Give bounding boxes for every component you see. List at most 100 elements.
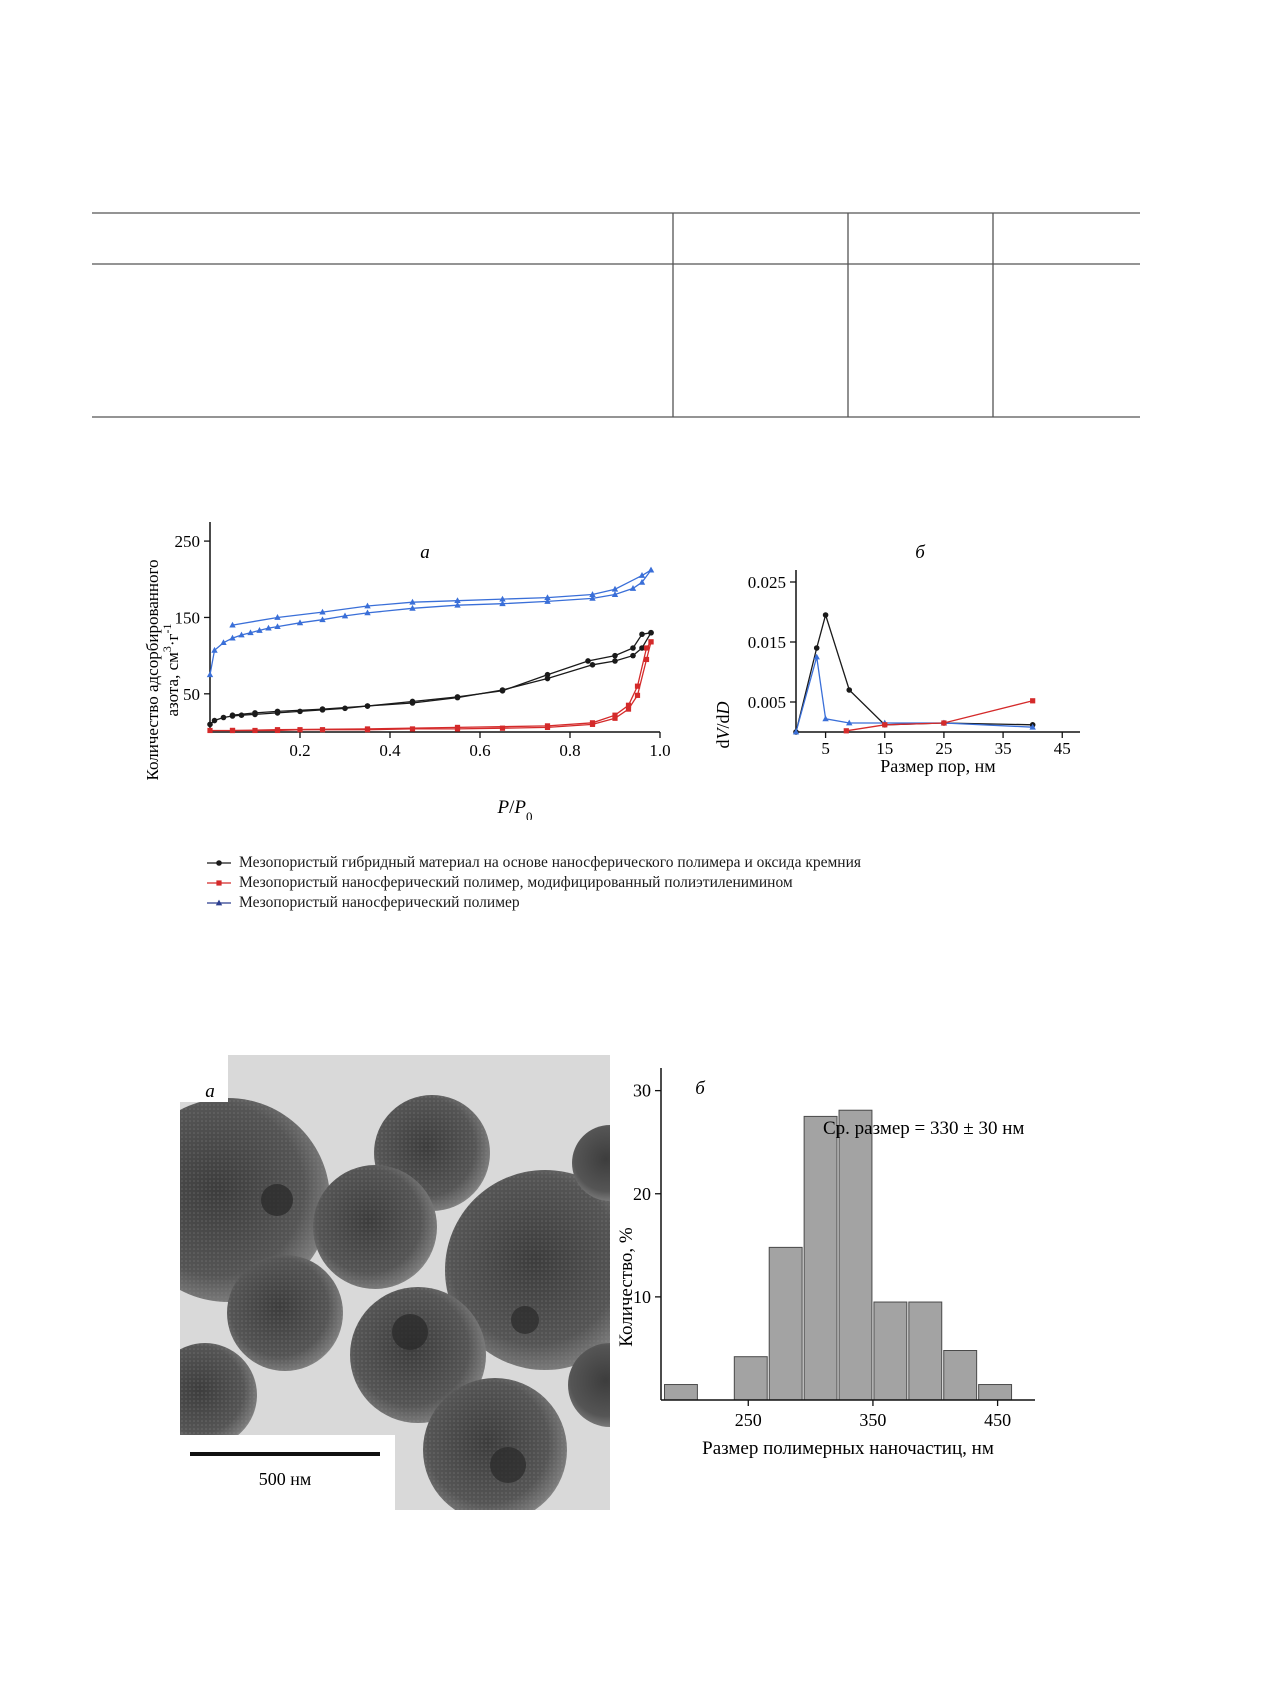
data-point	[274, 614, 281, 620]
data-point	[813, 645, 820, 651]
histogram-bar	[873, 1301, 908, 1401]
data-point	[630, 652, 636, 659]
data-point	[630, 645, 636, 651]
data-point	[409, 598, 416, 605]
histogram-bar	[978, 1384, 1013, 1401]
data-point	[846, 719, 853, 726]
panel-label-b: б	[915, 542, 926, 563]
legend-swatch	[207, 899, 231, 906]
x-tick-label: 35	[995, 739, 1012, 758]
data-point	[612, 712, 618, 718]
data-point	[297, 708, 303, 715]
data-point	[499, 595, 506, 602]
y-tick-label: 30	[633, 1081, 651, 1101]
data-point	[319, 608, 326, 615]
scale-bar-label: 500 нм	[259, 1469, 312, 1489]
nanosphere	[423, 1378, 567, 1510]
data-point	[229, 621, 236, 628]
data-point	[629, 585, 637, 591]
data-point	[544, 671, 551, 678]
data-point	[319, 706, 326, 712]
legend-marker	[216, 880, 222, 886]
y-axis-title-a-2: азота, см3·г-1	[160, 623, 182, 716]
nanosphere	[313, 1165, 437, 1289]
data-point	[499, 687, 506, 694]
data-point	[499, 725, 506, 731]
series-line	[232, 569, 652, 626]
series-line	[210, 641, 652, 732]
legend-label: Мезопористый гибридный материал на основ…	[239, 854, 862, 871]
data-point	[454, 597, 461, 604]
histogram-bar	[908, 1301, 943, 1401]
figure1-legend: Мезопористый гибридный материал на основ…	[205, 853, 861, 913]
x-axis-title-b: Размер пор, нм	[880, 756, 995, 776]
tem-label-background	[180, 1055, 227, 1101]
data-point	[648, 639, 654, 645]
data-point	[229, 712, 236, 718]
data-point	[499, 600, 506, 607]
panel-label-a: а	[420, 542, 430, 563]
data-point	[634, 683, 641, 689]
legend-label: Мезопористый наносферический полимер	[239, 894, 520, 911]
nanosphere	[572, 1125, 610, 1201]
data-point	[612, 658, 618, 664]
data-point	[589, 591, 596, 597]
data-point	[229, 727, 236, 734]
pore-distribution-chart: б dV/dD 5 15 25 35 45 0.005 0.015 0.025 Размер п…	[713, 542, 1080, 776]
y-tick-label: 250	[175, 532, 201, 551]
data-point	[589, 662, 596, 668]
y-axis-title-hist: Количество, %	[616, 1227, 637, 1347]
data-point	[364, 609, 371, 616]
data-point	[822, 715, 829, 722]
data-point	[265, 624, 272, 631]
data-point	[544, 723, 551, 729]
data-point	[639, 631, 645, 638]
data-point	[611, 585, 619, 592]
data-point	[247, 629, 254, 636]
data-point	[941, 720, 947, 726]
nanosphere	[180, 1343, 257, 1447]
data-point	[612, 652, 618, 659]
data-point	[274, 623, 281, 630]
legend-marker	[216, 860, 222, 866]
data-point	[364, 726, 371, 732]
data-point	[611, 591, 619, 597]
legend-item: Мезопористый наносферический полимер	[205, 893, 861, 913]
nanosphere	[445, 1170, 610, 1370]
legend-item: Мезопористый наносферический полимер, мо…	[205, 873, 861, 893]
data-point	[252, 710, 258, 716]
y-axis-title-a: Количество адсорбированного	[143, 559, 162, 780]
nanosphere	[568, 1343, 610, 1427]
histogram-bar	[733, 1356, 768, 1401]
data-point	[634, 692, 641, 698]
x-tick-label: 0.4	[379, 741, 401, 760]
tem-scalebar-background	[180, 1436, 394, 1510]
data-point	[454, 694, 461, 700]
data-point	[589, 720, 596, 726]
data-point	[364, 602, 371, 609]
data-point	[207, 721, 213, 728]
data-point	[296, 619, 304, 626]
y-tick-label: 0.005	[748, 693, 786, 712]
x-axis-title-a: P/P0	[497, 797, 533, 820]
x-tick-label: 25	[935, 739, 952, 758]
y-tick-label: 10	[633, 1287, 651, 1307]
isotherm-chart: а Количество адсорбированного азота, см3…	[143, 522, 671, 820]
x-tick-label: 5	[821, 739, 830, 758]
series-line	[795, 612, 1033, 733]
data-point	[1030, 698, 1036, 704]
data-point	[792, 728, 800, 735]
data-point	[625, 702, 632, 708]
data-point	[822, 612, 829, 618]
data-point	[882, 722, 888, 728]
x-tick-label: 450	[984, 1410, 1011, 1430]
x-tick-label: 1.0	[649, 741, 670, 760]
data-point	[648, 629, 654, 636]
histogram-bar	[768, 1246, 803, 1401]
nanosphere	[180, 1098, 330, 1302]
legend-marker	[215, 899, 223, 906]
x-tick-label: 0.8	[559, 741, 580, 760]
series-line	[795, 656, 1033, 733]
nanosphere	[227, 1255, 343, 1371]
data-point	[585, 658, 591, 664]
